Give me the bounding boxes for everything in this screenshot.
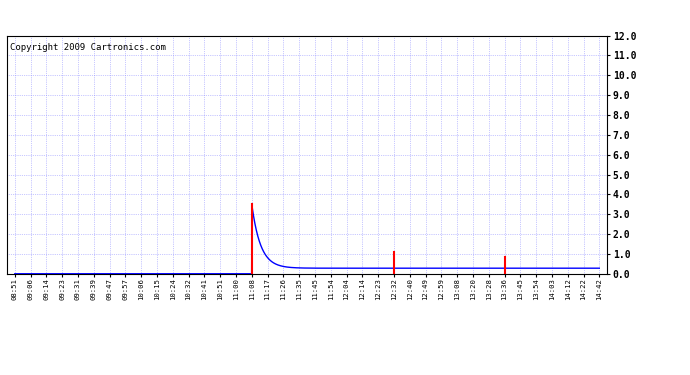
Text: Copyright 2009 Cartronics.com: Copyright 2009 Cartronics.com <box>10 43 166 52</box>
Text: West Array Actual Power (red) & Running Average Power (blue) (Watts) Fri Jan 9 1: West Array Actual Power (red) & Running … <box>6 10 678 23</box>
